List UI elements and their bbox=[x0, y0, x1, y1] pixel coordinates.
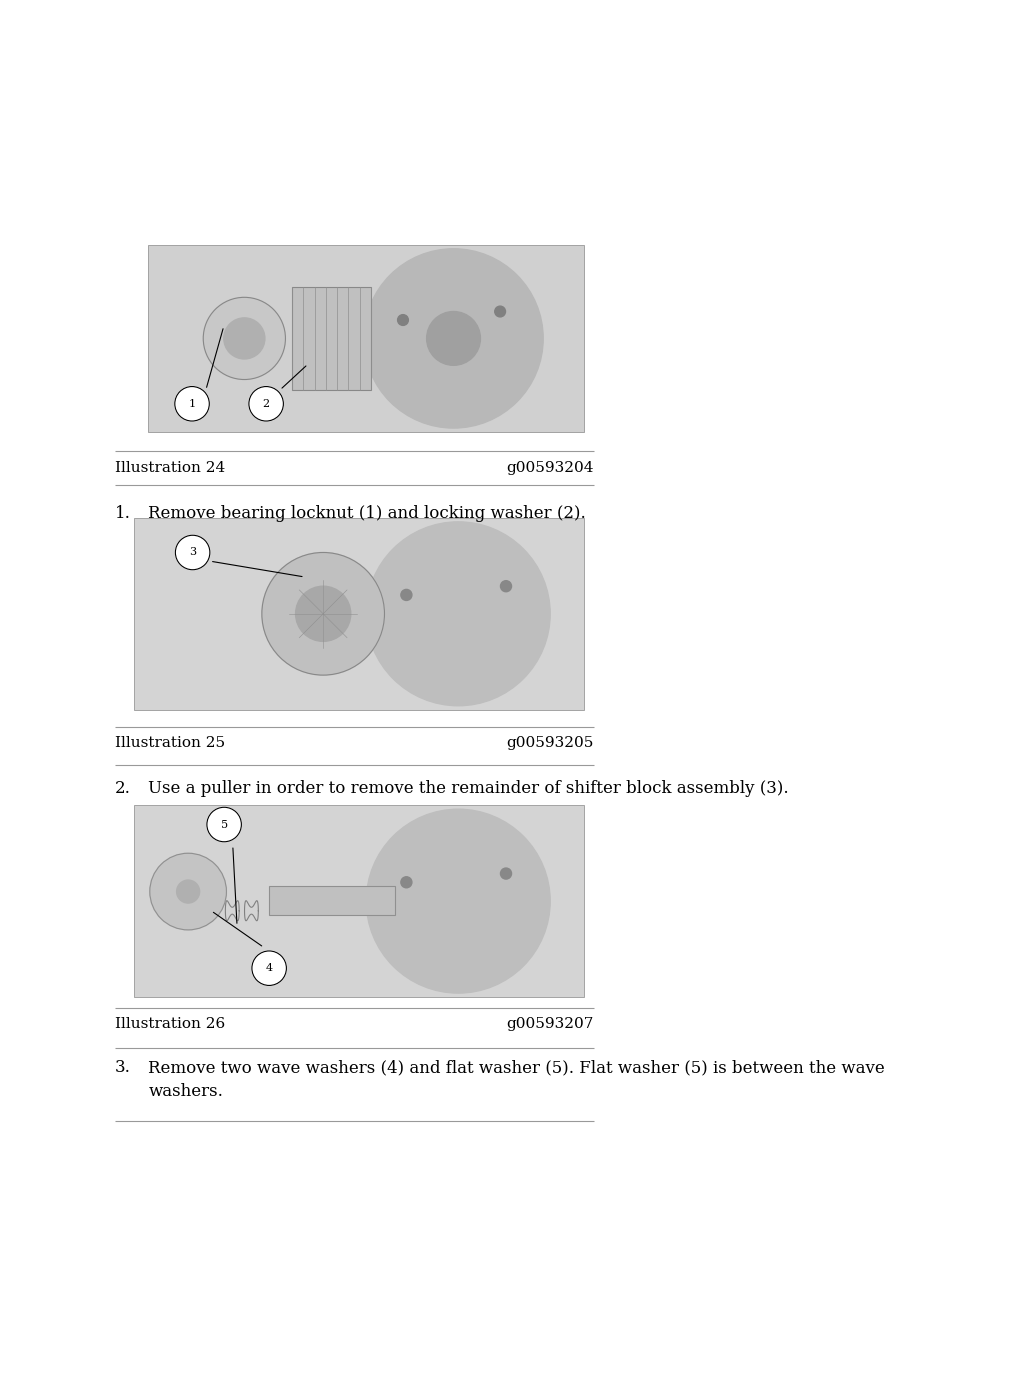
Circle shape bbox=[175, 535, 210, 570]
Text: Remove bearing locknut (1) and locking washer (2).: Remove bearing locknut (1) and locking w… bbox=[148, 504, 586, 522]
Text: 2: 2 bbox=[262, 399, 269, 409]
Circle shape bbox=[203, 297, 286, 379]
Circle shape bbox=[501, 868, 512, 879]
Circle shape bbox=[175, 386, 209, 421]
Text: 1.: 1. bbox=[115, 504, 131, 522]
Text: g00593204: g00593204 bbox=[506, 461, 594, 475]
Text: Illustration 26: Illustration 26 bbox=[115, 1016, 225, 1030]
Circle shape bbox=[176, 881, 200, 903]
Circle shape bbox=[249, 386, 284, 421]
Circle shape bbox=[400, 876, 412, 888]
Circle shape bbox=[367, 522, 550, 706]
Circle shape bbox=[501, 581, 512, 592]
Text: Use a puller in order to remove the remainder of shifter block assembly (3).: Use a puller in order to remove the rema… bbox=[148, 780, 790, 797]
FancyBboxPatch shape bbox=[134, 518, 585, 710]
Circle shape bbox=[427, 312, 480, 365]
Circle shape bbox=[252, 951, 287, 986]
Text: 3.: 3. bbox=[115, 1060, 131, 1077]
Text: Remove two wave washers (4) and flat washer (5). Flat washer (5) is between the : Remove two wave washers (4) and flat was… bbox=[148, 1060, 885, 1099]
Circle shape bbox=[495, 307, 506, 316]
Text: Illustration 25: Illustration 25 bbox=[115, 736, 225, 750]
Text: 2.: 2. bbox=[115, 780, 131, 797]
Circle shape bbox=[367, 809, 550, 993]
FancyBboxPatch shape bbox=[148, 245, 585, 431]
Text: 1: 1 bbox=[188, 399, 196, 409]
Bar bbox=[292, 287, 371, 389]
Circle shape bbox=[364, 249, 543, 428]
Circle shape bbox=[397, 315, 409, 325]
Circle shape bbox=[262, 553, 384, 675]
Text: 5: 5 bbox=[220, 819, 227, 830]
FancyBboxPatch shape bbox=[134, 805, 585, 997]
Bar bbox=[269, 886, 395, 914]
Text: 3: 3 bbox=[189, 547, 197, 557]
Circle shape bbox=[207, 808, 242, 841]
Circle shape bbox=[296, 587, 351, 641]
Text: 4: 4 bbox=[265, 963, 272, 973]
Text: Illustration 24: Illustration 24 bbox=[115, 461, 225, 475]
Circle shape bbox=[150, 853, 226, 930]
Circle shape bbox=[400, 589, 412, 601]
Circle shape bbox=[224, 318, 265, 358]
Text: g00593207: g00593207 bbox=[507, 1016, 594, 1030]
Text: g00593205: g00593205 bbox=[507, 736, 594, 750]
